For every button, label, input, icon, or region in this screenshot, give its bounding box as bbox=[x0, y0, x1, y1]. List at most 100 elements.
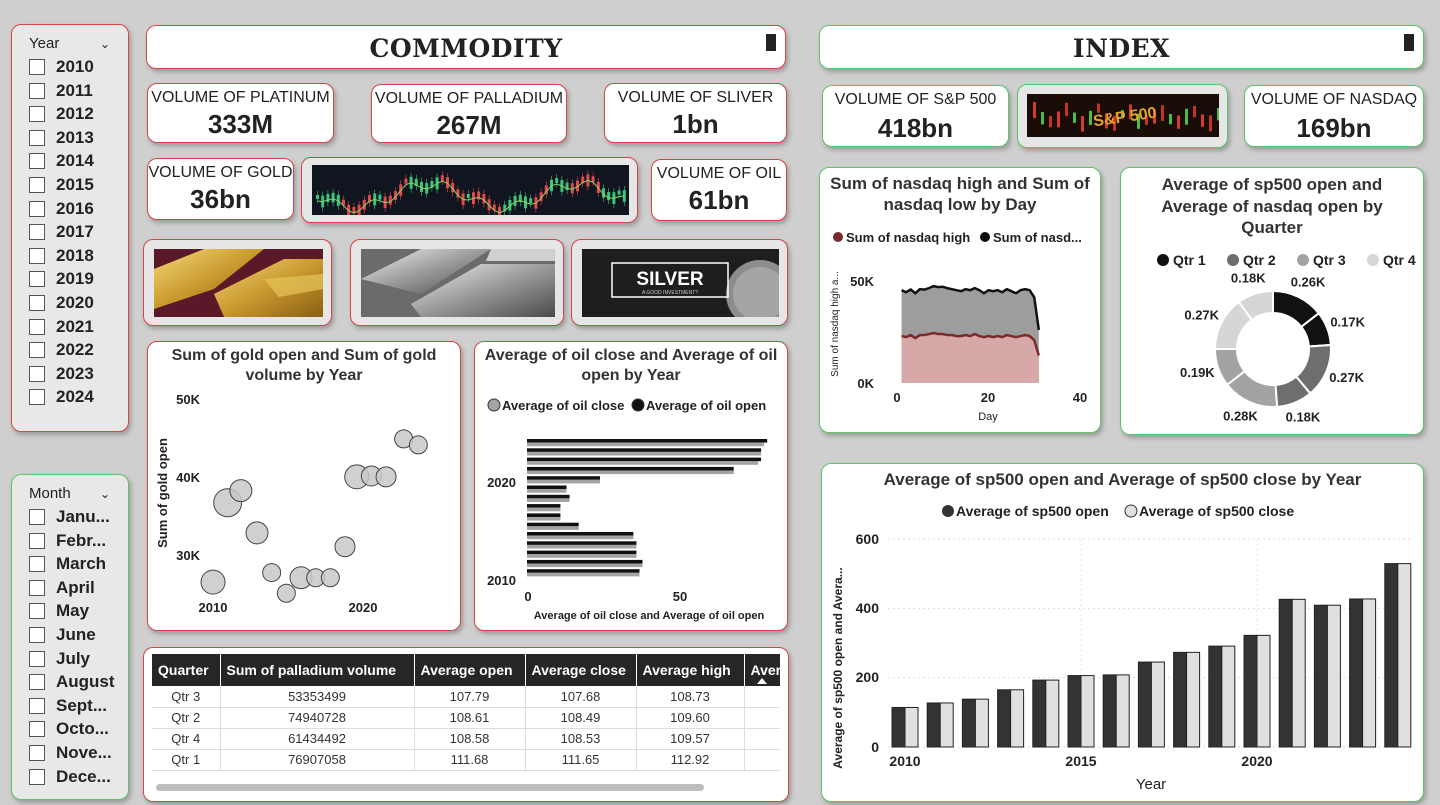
sp500-open-bar[interactable] bbox=[891, 706, 906, 748]
checkbox[interactable] bbox=[29, 768, 45, 785]
sp500-close-bar[interactable] bbox=[1397, 563, 1412, 748]
oil-close-bar[interactable] bbox=[527, 526, 579, 530]
oil-close-bar[interactable] bbox=[527, 470, 734, 475]
sort-indicator-icon[interactable] bbox=[757, 678, 767, 684]
col-average-high[interactable]: Average high bbox=[636, 654, 745, 686]
checkbox[interactable] bbox=[29, 650, 45, 667]
col-quarter[interactable]: Quarter bbox=[152, 654, 221, 686]
oil-open-bar[interactable] bbox=[527, 532, 634, 536]
year-option[interactable]: 2022 bbox=[29, 340, 94, 360]
oil-open-bar[interactable] bbox=[527, 550, 637, 555]
sp500-close-bar[interactable] bbox=[1045, 679, 1060, 748]
checkbox[interactable] bbox=[29, 318, 45, 335]
bookmark-icon[interactable] bbox=[1404, 34, 1414, 51]
scatter-point[interactable] bbox=[375, 466, 397, 488]
oil-open-bar[interactable] bbox=[527, 466, 734, 471]
month-option[interactable]: July bbox=[29, 649, 90, 669]
oil-open-bar[interactable] bbox=[527, 541, 637, 545]
sp500-close-bar[interactable] bbox=[1256, 634, 1271, 748]
sp500-open-bar[interactable] bbox=[997, 689, 1012, 748]
sp500-close-bar[interactable] bbox=[1362, 598, 1377, 748]
sp500-open-bar[interactable] bbox=[1067, 675, 1082, 748]
checkbox[interactable] bbox=[29, 365, 45, 382]
checkbox[interactable] bbox=[29, 177, 45, 193]
sp500-close-bar[interactable] bbox=[939, 702, 954, 748]
checkbox[interactable] bbox=[29, 697, 45, 714]
oil-open-bar[interactable] bbox=[527, 559, 643, 564]
oil-open-bar[interactable] bbox=[527, 513, 561, 517]
sp500-open-bar[interactable] bbox=[926, 702, 941, 748]
checkbox[interactable] bbox=[29, 59, 45, 75]
oil-close-bar[interactable] bbox=[527, 498, 570, 502]
scatter-point[interactable] bbox=[334, 536, 356, 558]
scatter-point[interactable] bbox=[276, 583, 296, 603]
checkbox[interactable] bbox=[29, 153, 45, 170]
sp500-close-bar[interactable] bbox=[1291, 598, 1306, 748]
oil-close-bar[interactable] bbox=[527, 479, 600, 484]
sp500-close-bar[interactable] bbox=[1221, 645, 1236, 748]
checkbox[interactable] bbox=[29, 532, 45, 549]
chevron-down-icon[interactable]: ⌄ bbox=[99, 37, 110, 51]
scatter-point[interactable] bbox=[245, 521, 269, 545]
year-option[interactable]: 2016 bbox=[29, 199, 94, 219]
sp500-close-bar[interactable] bbox=[904, 706, 919, 748]
checkbox[interactable] bbox=[29, 509, 45, 525]
oil-open-bar[interactable] bbox=[527, 439, 768, 443]
sp500-open-bar[interactable] bbox=[1137, 661, 1152, 748]
month-option[interactable]: April bbox=[29, 578, 95, 598]
col-palladium-volume[interactable]: Sum of palladium volume bbox=[220, 654, 415, 686]
oil-open-bar[interactable] bbox=[527, 485, 567, 490]
sp500-close-bar[interactable] bbox=[1080, 675, 1095, 748]
checkbox[interactable] bbox=[29, 106, 45, 123]
sp500-open-bar[interactable] bbox=[1278, 598, 1293, 748]
scatter-point[interactable] bbox=[408, 435, 428, 455]
sp500-close-bar[interactable] bbox=[974, 698, 989, 748]
year-option[interactable]: 2017 bbox=[29, 222, 94, 242]
checkbox[interactable] bbox=[29, 200, 45, 217]
month-option[interactable]: Sept... bbox=[29, 696, 107, 716]
sp500-close-bar[interactable] bbox=[1326, 604, 1341, 748]
oil-close-bar[interactable] bbox=[527, 489, 567, 493]
year-option[interactable]: 2020 bbox=[29, 293, 94, 313]
sp500-close-bar[interactable] bbox=[1115, 674, 1130, 748]
scatter-point[interactable] bbox=[262, 563, 282, 583]
year-option[interactable]: 2015 bbox=[29, 175, 94, 195]
year-option[interactable]: 2019 bbox=[29, 269, 94, 289]
oil-close-bar[interactable] bbox=[527, 554, 637, 558]
checkbox[interactable] bbox=[29, 745, 45, 761]
month-option[interactable]: Dece... bbox=[29, 767, 111, 787]
year-option[interactable]: 2018 bbox=[29, 246, 94, 266]
month-option[interactable]: Octo... bbox=[29, 719, 109, 739]
donut-slice[interactable] bbox=[1237, 289, 1274, 322]
sp500-open-bar[interactable] bbox=[1313, 604, 1328, 748]
sp500-open-bar[interactable] bbox=[1032, 679, 1047, 748]
checkbox[interactable] bbox=[29, 389, 45, 406]
checkbox[interactable] bbox=[29, 556, 45, 573]
year-option[interactable]: 2023 bbox=[29, 364, 94, 384]
year-option[interactable]: 2014 bbox=[29, 151, 94, 171]
oil-open-bar[interactable] bbox=[527, 476, 600, 480]
oil-open-bar[interactable] bbox=[527, 522, 579, 527]
table-row[interactable]: Qtr 1 76907058 111.68 111.65 112.92 bbox=[152, 749, 780, 771]
checkbox[interactable] bbox=[29, 295, 45, 311]
month-option[interactable]: June bbox=[29, 625, 96, 645]
oil-close-bar[interactable] bbox=[527, 563, 643, 568]
sp500-open-bar[interactable] bbox=[1349, 598, 1364, 748]
chevron-down-icon[interactable]: ⌄ bbox=[99, 487, 110, 501]
month-option[interactable]: August bbox=[29, 672, 115, 692]
oil-close-bar[interactable] bbox=[527, 517, 561, 521]
month-option[interactable]: Nove... bbox=[29, 743, 112, 763]
checkbox[interactable] bbox=[29, 224, 45, 241]
checkbox[interactable] bbox=[29, 247, 45, 264]
checkbox[interactable] bbox=[29, 603, 45, 620]
col-average-open[interactable]: Average open bbox=[414, 654, 526, 686]
sp500-open-bar[interactable] bbox=[1102, 674, 1117, 748]
year-option[interactable]: 2012 bbox=[29, 104, 94, 124]
year-option[interactable]: 2024 bbox=[29, 387, 94, 407]
checkbox[interactable] bbox=[29, 82, 45, 99]
horizontal-scrollbar[interactable] bbox=[156, 784, 704, 791]
checkbox[interactable] bbox=[29, 342, 45, 359]
sp500-close-bar[interactable] bbox=[1010, 689, 1025, 748]
sp500-open-bar[interactable] bbox=[1384, 563, 1399, 748]
sp500-open-bar[interactable] bbox=[1208, 645, 1223, 748]
